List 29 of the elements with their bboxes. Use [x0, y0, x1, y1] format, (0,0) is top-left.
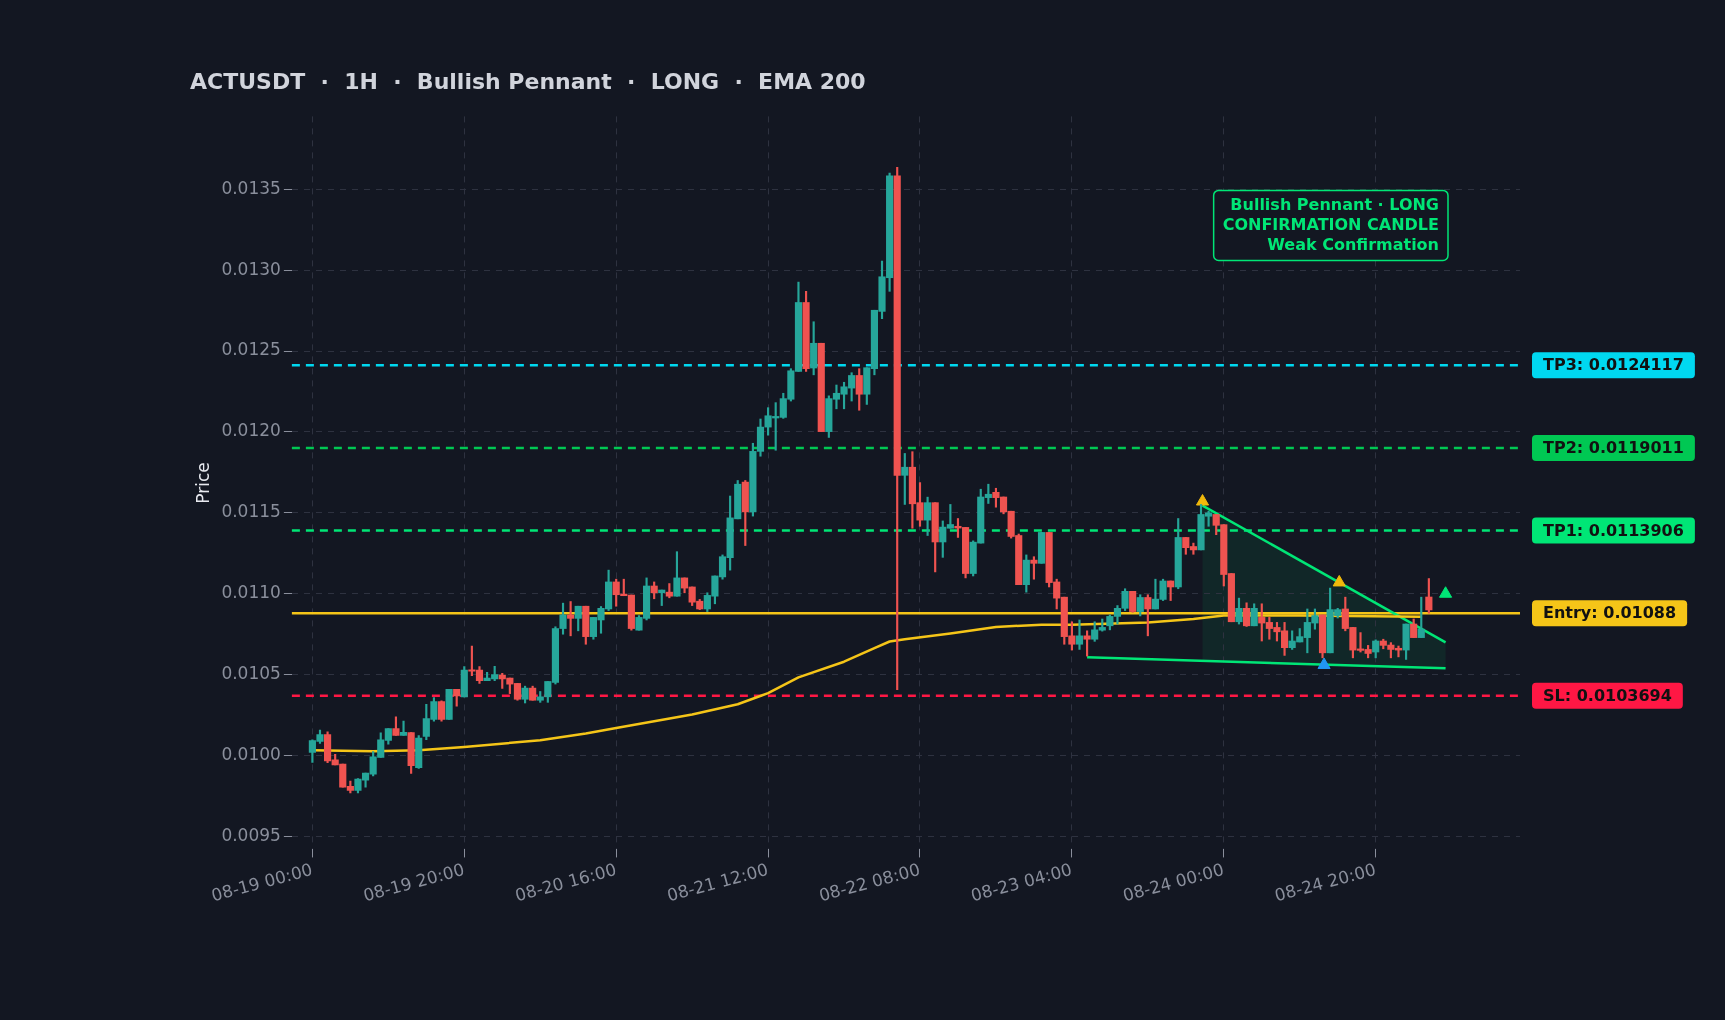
x-tick-label: 08-20 16:00 — [512, 859, 619, 906]
y-axis-title: Price — [192, 462, 213, 504]
ref-line-label: SL: 0.0103694 — [1543, 685, 1672, 705]
y-tick-label: 0.0110 — [221, 582, 281, 603]
chart-title: ACTUSDT · 1H · Bullish Pennant · LONG · EMA 200 — [190, 68, 866, 94]
ref-line-label: TP2: 0.0119011 — [1543, 438, 1684, 458]
ref-line-label: Entry: 0.01088 — [1543, 603, 1677, 623]
y-tick-label: 0.0105 — [221, 663, 281, 684]
annotation: Bullish Pennant · LONG — [1230, 194, 1439, 214]
y-tick-label: 0.0130 — [221, 258, 281, 279]
y-tick-label: 0.0100 — [221, 744, 281, 764]
y-tick-label: 0.0125 — [221, 339, 281, 360]
y-tick-label: 0.0135 — [221, 177, 281, 198]
ref-line-label: TP1: 0.0113906 — [1543, 520, 1684, 540]
x-tick-label: 08-19 20:00 — [361, 859, 467, 906]
ref-line-label: TP3: 0.0124117 — [1543, 355, 1684, 375]
annotation: Weak Confirmation — [1267, 234, 1439, 254]
x-tick-label: 08-24 00:00 — [1120, 859, 1226, 906]
x-tick-label: 08-22 08:00 — [816, 859, 923, 906]
y-tick-label: 0.0120 — [221, 420, 281, 441]
candlestick — [399, 720, 408, 736]
annotation: CONFIRMATION CANDLE — [1222, 214, 1439, 234]
x-tick-label: 08-21 12:00 — [664, 859, 771, 906]
x-tick-label: 08-19 00:00 — [209, 859, 315, 906]
candlestick — [1075, 619, 1084, 650]
x-tick-label: 08-23 04:00 — [968, 859, 1075, 906]
x-tick-label: 08-24 20:00 — [1272, 859, 1378, 906]
y-tick-label: 0.0095 — [221, 824, 281, 845]
y-tick-label: 0.0115 — [221, 501, 281, 522]
